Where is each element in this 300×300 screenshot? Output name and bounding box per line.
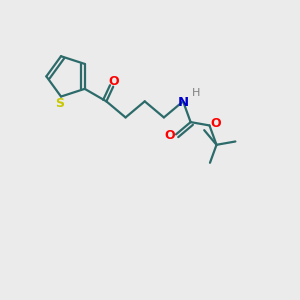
Text: H: H <box>192 88 200 98</box>
Text: O: O <box>211 118 221 130</box>
Text: O: O <box>109 75 119 88</box>
Text: S: S <box>55 97 64 110</box>
Text: O: O <box>165 129 176 142</box>
Text: N: N <box>178 96 189 109</box>
